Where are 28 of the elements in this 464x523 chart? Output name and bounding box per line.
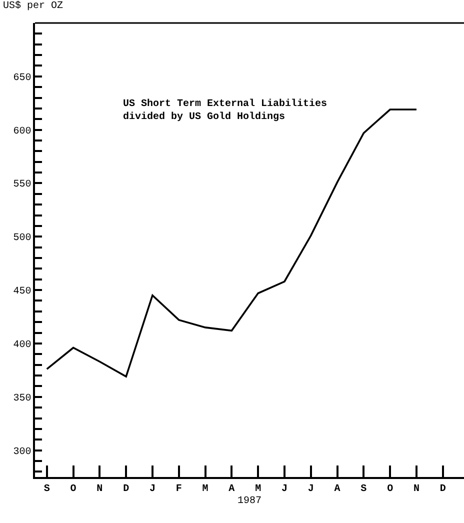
y-tick-label: 550 bbox=[13, 180, 32, 191]
x-tick-label: D bbox=[123, 484, 130, 495]
x-tick-label: F bbox=[176, 484, 182, 495]
y-tick-label: 500 bbox=[13, 233, 32, 244]
y-tick-label: 650 bbox=[13, 72, 32, 84]
x-tick-label: S bbox=[360, 484, 367, 495]
x-tick-label: O bbox=[387, 484, 394, 495]
x-tick-label: J bbox=[308, 484, 314, 495]
x-tick-label: M bbox=[255, 484, 262, 495]
x-tick-label: A bbox=[228, 484, 235, 495]
x-tick-label: O bbox=[70, 484, 76, 495]
y-axis-title: US$ per OZ bbox=[3, 0, 64, 12]
annotation: US Short Term External Liabilities divided by US Gold Holdings bbox=[123, 98, 328, 123]
y-tick-label: 600 bbox=[13, 126, 32, 138]
x-tick-label: J bbox=[281, 484, 288, 495]
y-tick-label: 450 bbox=[13, 286, 32, 298]
x-tick-label: S bbox=[44, 484, 50, 495]
x-tick-label: N bbox=[413, 484, 420, 495]
x-tick-label: D bbox=[440, 484, 446, 495]
y-tick-label: 350 bbox=[13, 393, 32, 404]
x-axis-title: 1987 bbox=[237, 496, 262, 507]
x-tick-label: A bbox=[334, 484, 340, 495]
line-series bbox=[46, 108, 418, 378]
x-tick-label: N bbox=[96, 484, 103, 495]
x-tick-label: J bbox=[149, 484, 156, 495]
y-tick-label: 400 bbox=[13, 340, 32, 351]
x-tick-label: M bbox=[202, 484, 208, 495]
y-tick-label: 300 bbox=[13, 446, 32, 458]
